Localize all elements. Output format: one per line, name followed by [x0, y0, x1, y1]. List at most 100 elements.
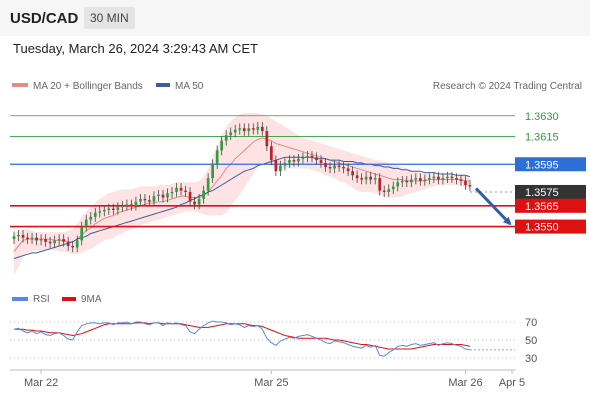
- candle-body: [301, 157, 305, 159]
- candle-body: [373, 178, 377, 180]
- candle-body: [44, 239, 47, 242]
- candle-body: [89, 216, 93, 220]
- candle-body: [202, 190, 205, 199]
- candle-body: [283, 162, 287, 166]
- x-tick-label: Mar 26: [448, 377, 482, 389]
- candle-body: [220, 140, 224, 151]
- candle-body: [337, 165, 341, 168]
- candle-body: [62, 239, 66, 242]
- candle-body: [441, 178, 445, 180]
- candle-body: [170, 191, 174, 194]
- candle-body: [21, 234, 25, 238]
- level-label-1.3630: 1.3630: [525, 111, 559, 123]
- candle-body: [102, 209, 106, 212]
- ma50-legend-label: MA 50: [175, 81, 204, 92]
- candle-body: [355, 175, 359, 179]
- candle-body: [319, 160, 323, 163]
- candle-body: [369, 176, 373, 180]
- candle-body: [179, 187, 183, 191]
- rsi-plot: 70 50 30: [10, 317, 537, 365]
- candle-body: [432, 176, 436, 179]
- candle-body: [111, 208, 115, 210]
- candle-body: [121, 205, 124, 208]
- pair-title: USD/CAD: [10, 10, 79, 27]
- candle-body: [193, 201, 196, 205]
- rsi-legend-swatch: [12, 297, 28, 301]
- timeframe-badge[interactable]: 30 MIN: [84, 7, 135, 29]
- candle-body: [71, 245, 75, 248]
- credit-label: Research © 2024 Trading Central: [433, 81, 582, 92]
- candle-body: [157, 194, 160, 197]
- candle-body: [134, 201, 138, 206]
- ma50-line: [13, 156, 471, 259]
- candle-body: [423, 179, 427, 181]
- candle-body: [364, 176, 368, 180]
- candle-body: [229, 132, 233, 136]
- candle-body: [387, 189, 391, 192]
- ma20-line: [13, 137, 470, 252]
- candle-body: [184, 190, 187, 192]
- rsi-legend-label: RSI: [33, 294, 50, 305]
- level-tag-1.3575: [515, 184, 586, 199]
- candle-body: [12, 236, 16, 240]
- candle-body: [125, 204, 129, 206]
- ma50-legend-swatch: [156, 83, 170, 87]
- candle-body: [333, 165, 336, 169]
- rsi-tick-70: 70: [525, 317, 537, 329]
- candle-body: [297, 158, 300, 162]
- candle-body: [292, 160, 296, 162]
- ma9-legend-swatch: [62, 297, 76, 301]
- candle-body: [215, 150, 219, 165]
- candle-body: [342, 167, 345, 169]
- candle-body: [247, 128, 251, 132]
- candle-body: [288, 160, 291, 163]
- candle-body: [242, 128, 246, 132]
- candle-body: [84, 219, 88, 227]
- candle-body: [26, 237, 29, 240]
- rsi-tick-50: 50: [525, 335, 537, 347]
- candle-body: [409, 179, 413, 183]
- candle-body: [446, 176, 449, 179]
- candle-body: [107, 208, 111, 210]
- ma20-legend-label: MA 20 + Bollinger Bands: [33, 81, 143, 92]
- level-label-1.3615: 1.3615: [525, 132, 559, 144]
- candle-body: [391, 186, 395, 190]
- candle-body: [418, 178, 422, 181]
- candle-body: [310, 155, 314, 158]
- rsi-line: [13, 320, 471, 357]
- level-tag-1.3550: [515, 219, 586, 234]
- level-label-1.3575: 1.3575: [525, 187, 559, 199]
- candle-body: [93, 212, 97, 217]
- timestamp: Tuesday, March 26, 2024 3:29:43 AM CET: [13, 41, 258, 56]
- x-tick-label: Mar 22: [24, 377, 58, 389]
- forecast-arrow: [474, 187, 512, 226]
- candle-body: [116, 207, 120, 210]
- candle-body: [274, 160, 278, 172]
- candle-body: [396, 182, 400, 187]
- candle-body: [166, 193, 169, 198]
- candle-body: [75, 240, 79, 248]
- candle-body: [143, 198, 147, 201]
- x-tick-label: Apr 5: [499, 377, 525, 389]
- candle-body: [351, 171, 354, 176]
- candle-body: [437, 176, 440, 180]
- candle-body: [468, 185, 472, 187]
- level-tag-1.3595: [515, 157, 586, 172]
- candle-body: [256, 126, 260, 130]
- candle-body: [53, 240, 56, 244]
- candle-body: [346, 168, 350, 172]
- level-label-1.3550: 1.3550: [525, 222, 559, 234]
- candle-body: [152, 196, 156, 202]
- header-bar: USD/CAD 30 MIN: [0, 0, 590, 36]
- candle-body: [428, 178, 431, 180]
- level-label-1.3595: 1.3595: [525, 159, 559, 171]
- candle-body: [324, 162, 327, 168]
- candle-body: [251, 128, 255, 130]
- ma20-legend-swatch: [12, 83, 28, 87]
- level-tag-1.3565: [515, 198, 586, 213]
- candle-body: [80, 226, 84, 241]
- candle-body: [175, 187, 178, 192]
- candle-body: [414, 178, 418, 180]
- price-plot: 1.3630 1.3615 1.3595 1.3575 1.3565 1.3550: [10, 111, 586, 276]
